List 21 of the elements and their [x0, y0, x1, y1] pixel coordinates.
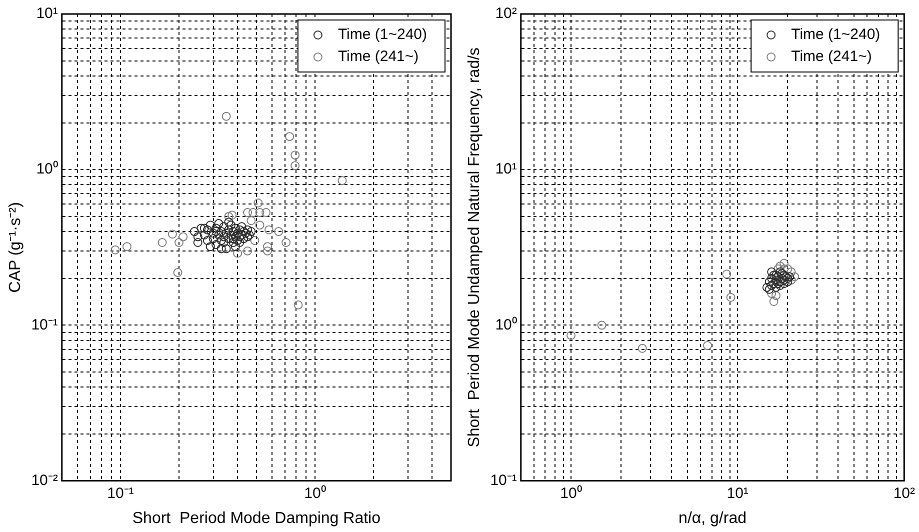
y-tick-label: 10⁰ — [36, 160, 58, 178]
y-axis-title: Short Period Mode Undamped Natural Frequency, rad/s — [466, 47, 484, 448]
y-tick-label: 10¹ — [495, 160, 517, 178]
x-tick-label: 10¹ — [726, 484, 748, 502]
y-tick-label: 10⁻¹ — [31, 316, 58, 334]
y-tick-label: 10⁻² — [31, 472, 58, 489]
legend-label: Time (1~240) — [338, 26, 428, 44]
x-tick-label: 10⁰ — [560, 484, 582, 502]
x-tick-label: 10⁻¹ — [107, 484, 134, 502]
y-tick-label: 10⁰ — [495, 316, 517, 334]
x-axis-title: Short Period Mode Damping Ratio — [132, 510, 381, 527]
x-tick-label: 10² — [893, 484, 916, 502]
legend-label: Time (241~) — [791, 48, 872, 66]
legend-label: Time (241~) — [338, 48, 419, 66]
y-tick-label: 10² — [495, 5, 517, 22]
legend-label: Time (1~240) — [791, 26, 880, 44]
x-axis-title: n/α, g/rad — [678, 510, 746, 527]
y-axis-title: CAP (g⁻¹·s⁻²) — [7, 202, 24, 293]
y-tick-label: 10⁻¹ — [490, 472, 517, 489]
y-tick-label: 10¹ — [36, 5, 58, 22]
x-tick-label: 10⁰ — [304, 484, 326, 502]
